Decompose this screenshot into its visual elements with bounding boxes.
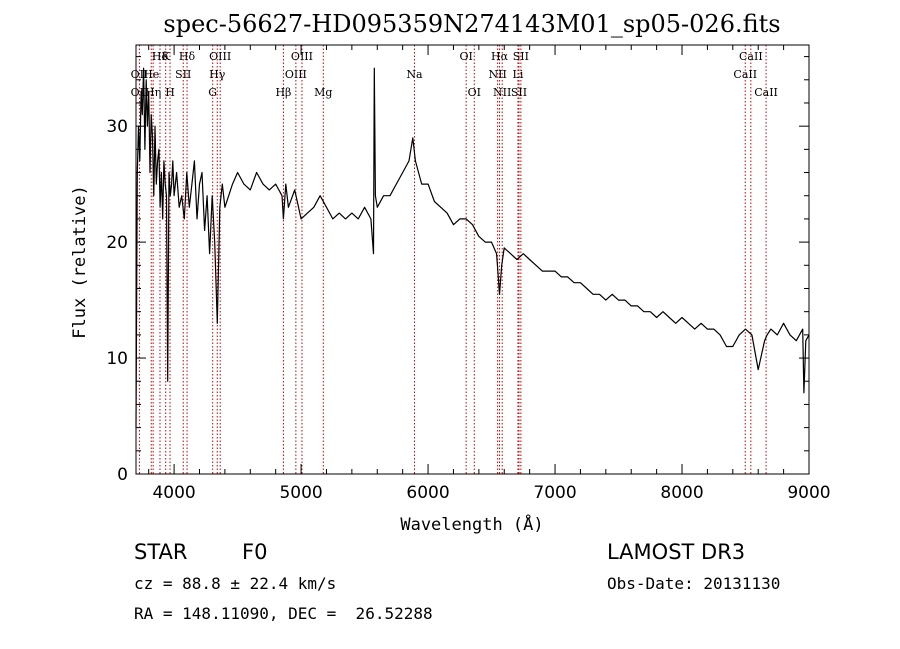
x-tick-label: 9000	[787, 483, 830, 503]
emission-line-label: Hδ	[179, 50, 196, 63]
emission-line-label: Mg	[314, 86, 332, 99]
x-tick-label: 4000	[152, 483, 195, 503]
emission-line-label: H	[165, 86, 175, 99]
emission-line-label: Hγ	[209, 68, 226, 81]
emission-line-label: NII	[488, 68, 506, 81]
emission-line-label: OIII	[291, 50, 313, 63]
emission-line-label: OI	[459, 50, 472, 63]
emission-line-label: Hη	[145, 86, 161, 99]
emission-line-label: Hβ	[275, 86, 291, 99]
x-tick-label: 5000	[279, 483, 322, 503]
observation-date: Obs-Date: 20131130	[607, 574, 781, 593]
object-class: STAR	[134, 540, 188, 564]
axis-ticks: 4000 5000 6000 7000 8000 9000 0 10 20 30	[106, 45, 831, 503]
y-tick-label: 0	[117, 465, 128, 485]
x-tick-label: 7000	[533, 483, 576, 503]
emission-line-label: OII	[131, 86, 149, 99]
y-tick-label: 10	[106, 349, 128, 369]
emission-line-markers	[138, 45, 767, 474]
emission-line-label: K	[162, 50, 171, 63]
coordinates: RA = 148.11090, DEC = 26.52288	[134, 604, 433, 623]
survey-name: LAMOST DR3	[607, 540, 746, 564]
emission-line-label: CaII	[754, 86, 778, 99]
emission-line-label: SII	[511, 86, 527, 99]
y-axis-label: Flux (relative)	[70, 185, 90, 339]
emission-line-label: G	[208, 86, 217, 99]
x-tick-label: 8000	[660, 483, 703, 503]
chart-title: spec-56627-HD095359N274143M01_sp05-026.f…	[163, 10, 780, 38]
x-axis-label: Wavelength (Å)	[400, 513, 543, 535]
redshift-value: cz = 88.8 ± 22.4 km/s	[134, 574, 337, 593]
plot-frame	[135, 44, 810, 475]
emission-line-label: CaII	[733, 68, 757, 81]
emission-line-label: Hδ	[152, 50, 169, 63]
y-tick-label: 20	[106, 233, 128, 253]
emission-line-label: Hα	[491, 50, 509, 63]
emission-line-label: SII	[513, 50, 529, 63]
emission-line-label: OIII	[209, 50, 231, 63]
object-subclass: F0	[242, 540, 268, 564]
x-tick-label: 6000	[406, 483, 449, 503]
emission-line-label: SII	[175, 68, 191, 81]
spectrum-series	[135, 67, 810, 428]
emission-line-label: Na	[406, 68, 423, 81]
y-tick-label: 30	[106, 117, 128, 137]
emission-line-label: NII	[493, 86, 511, 99]
emission-line-label: OI	[468, 86, 481, 99]
emission-line-label: OII	[131, 68, 149, 81]
emission-line-label: OIII	[285, 68, 307, 81]
emission-line-label: Li	[513, 68, 524, 81]
emission-line-label: CaII	[739, 50, 763, 63]
emission-line-label: He	[143, 68, 159, 81]
spectrum-line	[135, 67, 810, 428]
